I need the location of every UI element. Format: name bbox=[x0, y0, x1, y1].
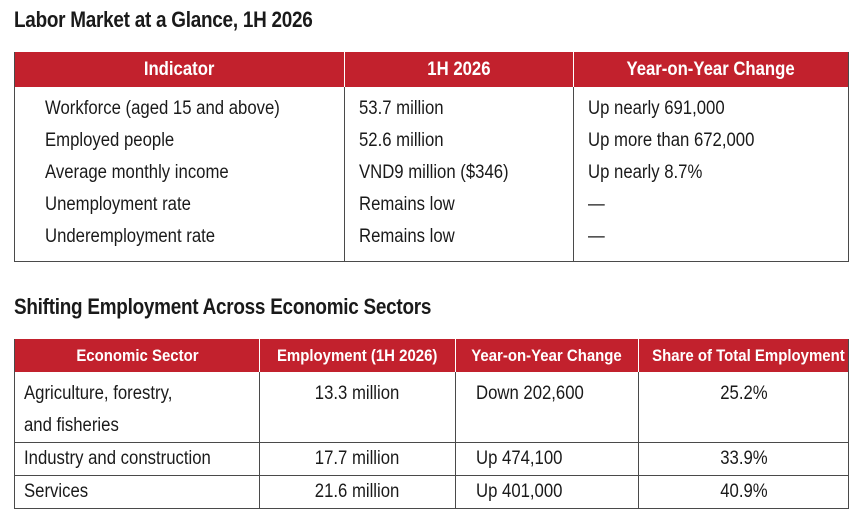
change-cell: Up 401,000 bbox=[455, 475, 639, 509]
employment-cell: 21.6 million bbox=[259, 475, 456, 509]
employment-cell: 13.3 million bbox=[259, 372, 456, 443]
value-cell: Remains low bbox=[344, 189, 574, 221]
indicator-cell: Unemployment rate bbox=[45, 194, 191, 215]
value-cell: 53.7 million bbox=[344, 87, 574, 125]
share-cell: 25.2% bbox=[638, 372, 849, 443]
header-indicator: Indicator bbox=[14, 52, 345, 87]
header-employment: Employment (1H 2026) bbox=[259, 339, 456, 372]
header-1h-2026: 1H 2026 bbox=[344, 52, 574, 87]
labor-market-table: Indicator 1H 2026 Year-on-Year Change Wo… bbox=[14, 52, 849, 262]
change-cell: Up nearly 691,000 bbox=[573, 87, 849, 125]
table-row: Average monthly income VND9 million ($34… bbox=[15, 157, 849, 189]
sector-cell: Services bbox=[14, 475, 260, 509]
change-cell: Up more than 672,000 bbox=[573, 125, 849, 157]
sectors-table: Economic Sector Employment (1H 2026) Yea… bbox=[14, 339, 849, 509]
header-share: Share of Total Employment bbox=[638, 339, 849, 372]
change-cell: — bbox=[573, 221, 849, 262]
table-header-row: Economic Sector Employment (1H 2026) Yea… bbox=[14, 339, 849, 372]
table-row: Workforce (aged 15 and above) 53.7 milli… bbox=[15, 87, 849, 125]
value-cell: 52.6 million bbox=[344, 125, 574, 157]
table-row: Unemployment rate Remains low — bbox=[15, 189, 849, 221]
sector-cell: Industry and construction bbox=[14, 442, 260, 476]
change-cell: Down 202,600 bbox=[455, 372, 639, 443]
sector-cell: Agriculture, forestry, and fisheries bbox=[24, 383, 173, 436]
table-header-row: Indicator 1H 2026 Year-on-Year Change bbox=[14, 52, 849, 87]
indicator-cell: Workforce (aged 15 and above) bbox=[45, 98, 280, 119]
indicator-cell: Average monthly income bbox=[45, 162, 229, 183]
indicator-cell: Underemployment rate bbox=[45, 226, 216, 247]
header-economic-sector: Economic Sector bbox=[14, 339, 260, 372]
header-yoy-change: Year-on-Year Change bbox=[573, 52, 849, 87]
value-cell: Remains low bbox=[344, 221, 574, 262]
table-row: Agriculture, forestry, and fisheries 13.… bbox=[15, 372, 849, 443]
employment-cell: 17.7 million bbox=[259, 442, 456, 476]
table-row: Employed people 52.6 million Up more tha… bbox=[15, 125, 849, 157]
change-cell: Up nearly 8.7% bbox=[573, 157, 849, 189]
change-cell: — bbox=[573, 189, 849, 221]
labor-market-title: Labor Market at a Glance, 1H 2026 bbox=[14, 7, 313, 32]
table-row: Underemployment rate Remains low — bbox=[15, 221, 849, 262]
table-row: Services 21.6 million Up 401,000 40.9% bbox=[14, 475, 849, 509]
share-cell: 33.9% bbox=[638, 442, 849, 476]
table-row: Industry and construction 17.7 million U… bbox=[14, 442, 849, 476]
header-yoy-change: Year-on-Year Change bbox=[455, 339, 639, 372]
value-cell: VND9 million ($346) bbox=[344, 157, 574, 189]
sectors-title: Shifting Employment Across Economic Sect… bbox=[14, 294, 432, 319]
indicator-cell: Employed people bbox=[45, 130, 175, 151]
change-cell: Up 474,100 bbox=[455, 442, 639, 476]
share-cell: 40.9% bbox=[638, 475, 849, 509]
